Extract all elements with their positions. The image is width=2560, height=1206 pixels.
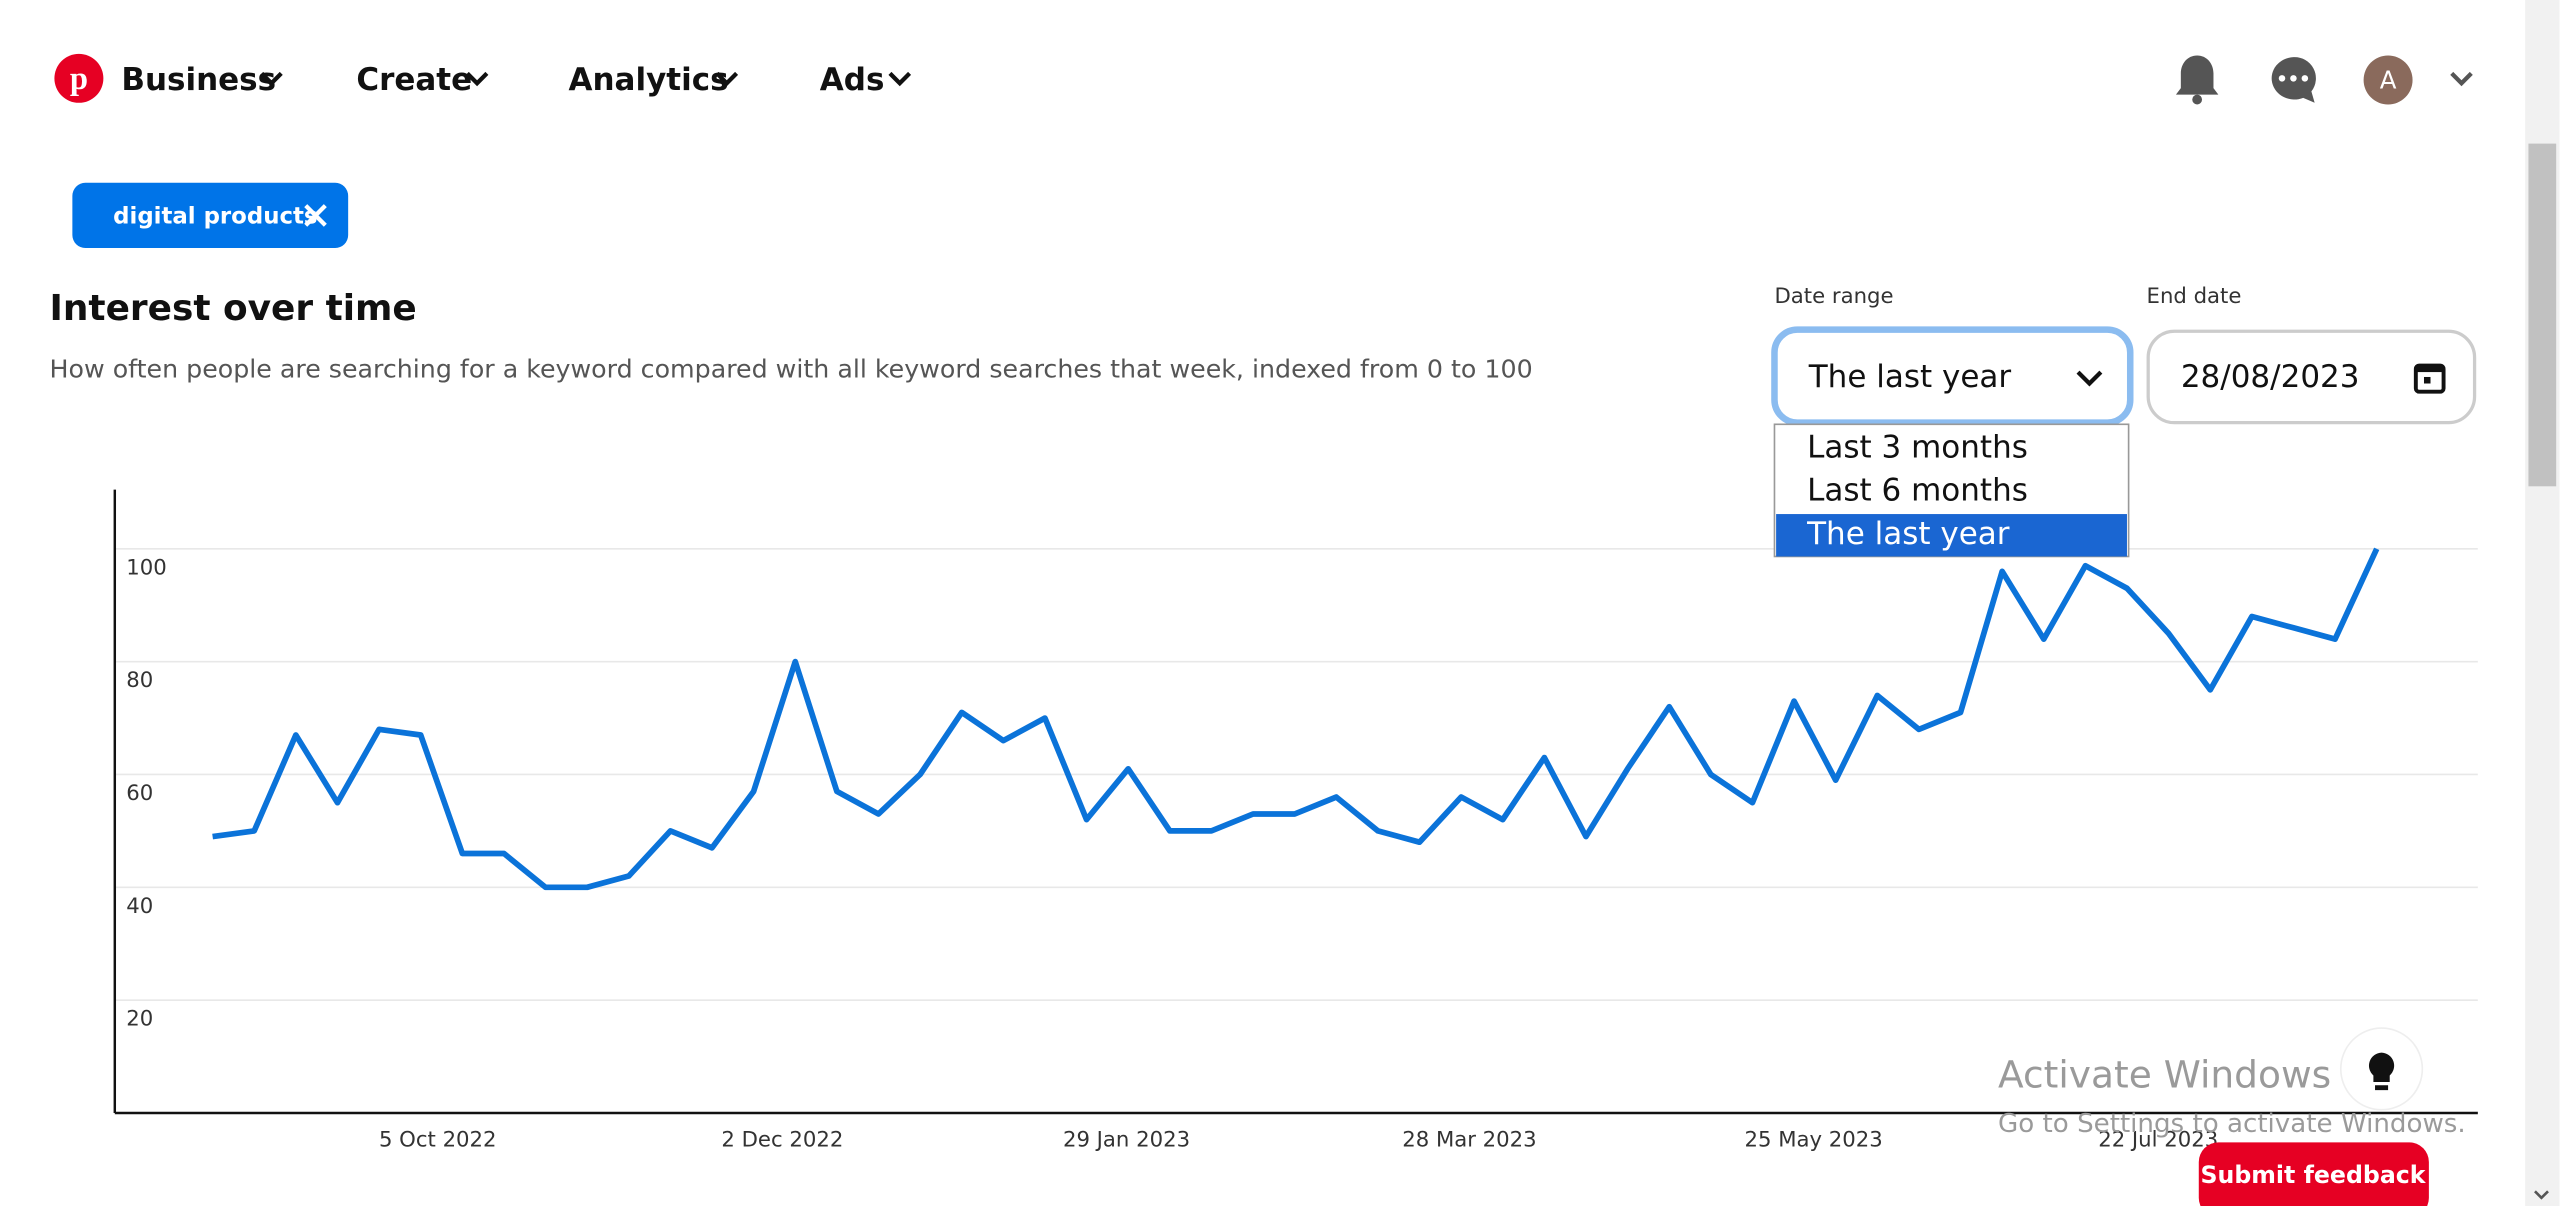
avatar-letter: A <box>2380 66 2397 95</box>
watermark-subtitle: Go to Settings to activate Windows. <box>1998 1109 2466 1139</box>
option-highlight <box>1776 514 2127 557</box>
end-date-label: End date <box>2147 284 2242 309</box>
y-tick-label: 40 <box>126 894 153 919</box>
svg-text:p: p <box>70 61 88 97</box>
date-range-value: The last year <box>1808 359 2012 395</box>
scrollbar-thumb[interactable] <box>2528 143 2557 487</box>
filter-chip[interactable] <box>72 182 349 249</box>
section-description: How often people are searching for a key… <box>50 354 1533 383</box>
x-tick-label: 29 Jan 2023 <box>1063 1128 1190 1153</box>
chevron <box>888 71 912 87</box>
submit-feedback-label: Submit feedback <box>2200 1161 2426 1189</box>
account-chevron[interactable] <box>2450 71 2473 87</box>
chevron <box>465 71 489 87</box>
lightbulb-icon <box>2368 1052 2395 1091</box>
trend-line <box>212 547 2380 891</box>
chevron <box>260 71 283 87</box>
x-tick-label: 22 Jul 2023 <box>2098 1128 2218 1153</box>
date-range-option[interactable]: Last 3 months <box>1807 429 2028 465</box>
remove-chip[interactable] <box>304 204 327 227</box>
date-range-options: Last 3 months Last 6 months The last year <box>1773 423 2130 558</box>
date-range-label: Date range <box>1774 284 1893 309</box>
y-tick-label: 100 <box>126 555 166 580</box>
y-tick-label: 60 <box>126 781 153 806</box>
date-range-option[interactable]: Last 6 months <box>1807 473 2028 509</box>
chevron <box>715 71 739 87</box>
scroll-down[interactable] <box>2534 1190 2549 1200</box>
nav-analytics[interactable]: Analytics <box>568 62 728 98</box>
y-tick-label: 80 <box>126 668 153 693</box>
x-tick-label: 25 May 2023 <box>1744 1128 1882 1153</box>
x-tick-label: 5 Oct 2022 <box>379 1128 497 1153</box>
messages-icon[interactable] <box>2271 57 2316 103</box>
pinterest-logo[interactable]: p <box>54 53 104 103</box>
filter-chip-label: digital products <box>113 204 317 230</box>
section-title: Interest over time <box>50 288 417 329</box>
x-tick-label: 28 Mar 2023 <box>1402 1128 1536 1153</box>
submit-feedback-button[interactable] <box>2198 1142 2429 1206</box>
nav-ads[interactable]: Ads <box>820 62 885 98</box>
date-range-select[interactable] <box>1771 326 2134 426</box>
nav-business[interactable]: Business <box>121 62 276 98</box>
y-tick-label: 20 <box>126 1007 153 1032</box>
notifications-icon[interactable] <box>2175 55 2219 105</box>
chart: 20 40 60 80 100 5 Oct 2022 2 Dec 2022 29 Jan 20… <box>113 489 2478 1153</box>
date-range-option[interactable]: The last year <box>1806 516 2010 552</box>
chevron <box>2076 370 2103 387</box>
nav-create[interactable]: Create <box>356 62 472 98</box>
end-date-input[interactable] <box>2146 329 2477 425</box>
x-tick-label: 2 Dec 2022 <box>721 1128 843 1153</box>
calendar-icon[interactable] <box>2413 363 2446 394</box>
end-date-value: 28/08/2023 <box>2181 359 2360 395</box>
watermark-title: Activate Windows <box>1998 1053 2331 1097</box>
avatar[interactable] <box>2363 55 2413 105</box>
